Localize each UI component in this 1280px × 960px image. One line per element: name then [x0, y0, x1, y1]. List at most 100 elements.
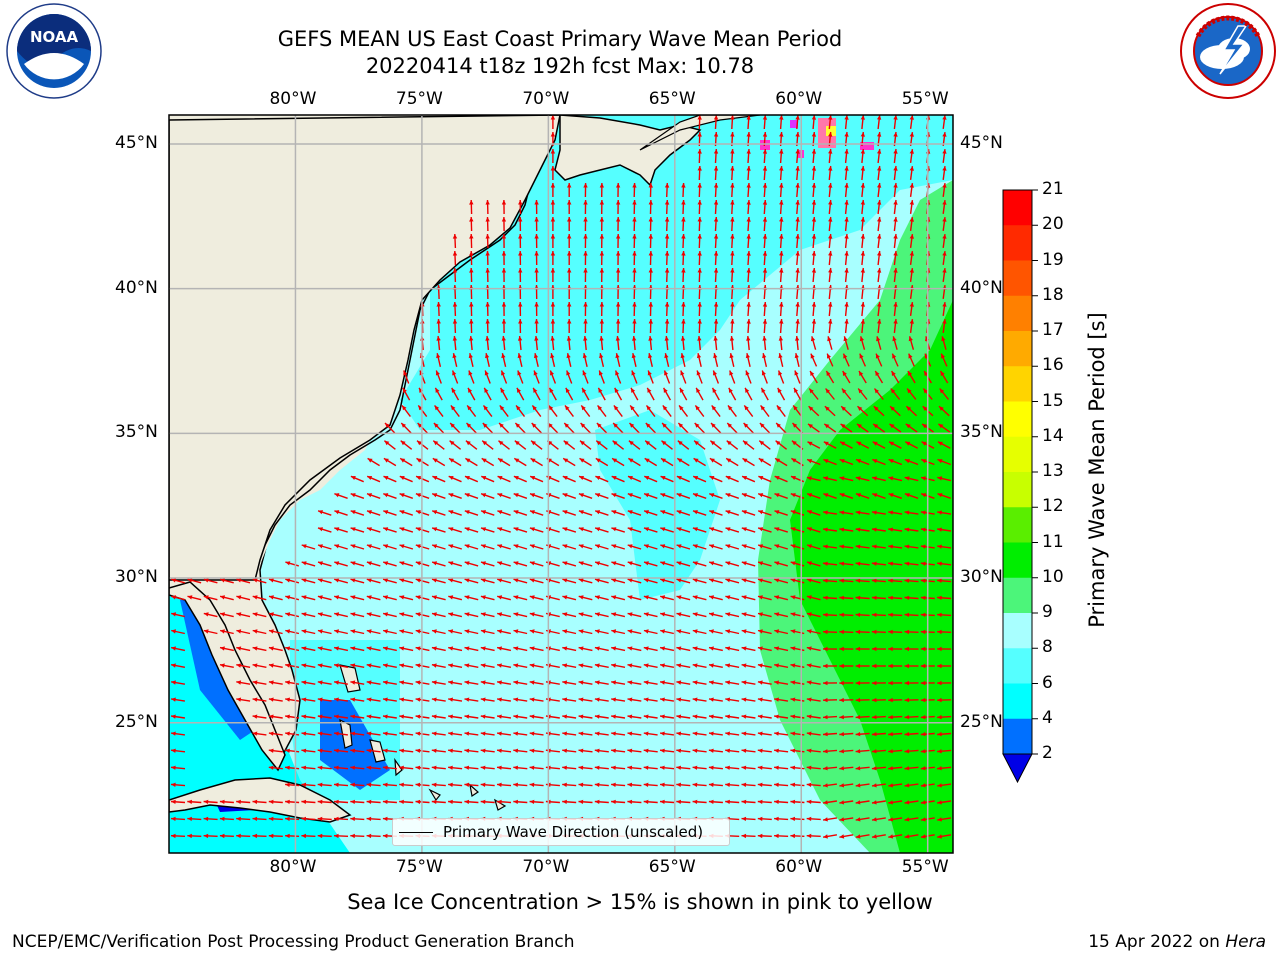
wave-direction-arrowhead: [612, 458, 618, 463]
lat-label-right: 25°N: [960, 711, 1003, 732]
wave-direction-arrowhead: [839, 527, 845, 532]
wave-direction-arrowhead: [399, 731, 404, 736]
wave-direction-arrowhead: [431, 782, 437, 787]
wave-direction-arrowhead: [725, 680, 731, 685]
wave-direction-arrowhead: [681, 268, 686, 273]
wave-direction-arrowhead: [578, 646, 584, 651]
wave-direction-arrowhead: [904, 663, 909, 669]
wave-direction-arrowhead: [465, 458, 471, 463]
wave-direction-arrowhead: [383, 714, 388, 719]
wave-direction-arrowhead: [942, 234, 947, 239]
wave-direction-arrowhead: [888, 629, 893, 635]
wave-direction-arrowhead: [730, 251, 735, 256]
colorbar-extend-triangle: [1002, 753, 1033, 784]
wave-direction-arrowhead: [350, 833, 355, 839]
wave-direction-arrowhead: [871, 629, 877, 635]
wave-direction-arrowhead: [448, 799, 453, 804]
wave-direction-arrowhead: [595, 458, 601, 463]
wave-direction-arrowhead: [790, 799, 796, 804]
wave-direction-arrowhead: [627, 799, 633, 804]
wave-direction-arrowhead: [643, 578, 649, 583]
wave-direction-arrowhead: [839, 595, 844, 600]
wave-direction-arrowhead: [599, 251, 604, 256]
wave-direction-arrowhead: [790, 510, 796, 515]
wave-direction-arrowhead: [823, 783, 828, 788]
wave-direction-arrowhead: [855, 766, 861, 771]
wave-direction-arrowhead: [334, 646, 339, 651]
lat-label-left: 40°N: [115, 277, 158, 298]
wave-direction-arrowhead: [518, 268, 523, 273]
wave-direction-arrowhead: [790, 612, 796, 617]
wave-direction-arrowhead: [806, 595, 812, 600]
wave-direction-arrowhead: [693, 493, 698, 498]
wave-direction-arrowhead: [611, 493, 617, 498]
wave-direction-arrowhead: [823, 646, 828, 652]
wave-direction-arrowhead: [746, 268, 751, 273]
wave-direction-arrowhead: [904, 544, 910, 549]
wave-direction-arrowhead: [301, 680, 307, 685]
wave-direction-arrowhead: [562, 731, 567, 736]
wave-direction-arrowhead: [844, 132, 849, 137]
wave-direction-arrowhead: [939, 406, 944, 411]
wave-direction-arrowhead: [236, 799, 241, 804]
wave-direction-arrowhead: [301, 731, 307, 736]
wave-direction-arrowhead: [582, 387, 587, 393]
wave-direction-arrowhead: [350, 629, 356, 634]
wave-direction-arrowhead: [794, 387, 799, 393]
wave-direction-arrowhead: [790, 561, 796, 566]
wave-direction-arrowhead: [741, 782, 747, 787]
wave-direction-arrowhead: [171, 663, 176, 668]
wave-direction-arrowhead: [823, 749, 828, 754]
wave-direction-arrowhead: [871, 663, 877, 669]
wave-direction-arrowhead: [627, 510, 633, 515]
wave-direction-arrowhead: [697, 302, 702, 307]
wave-direction-arrowhead: [419, 387, 424, 393]
wave-direction-arrowhead: [611, 527, 617, 532]
wave-direction-arrowhead: [937, 663, 942, 669]
wave-direction-arrowhead: [532, 405, 537, 411]
colorbar-tick-label: 14: [1042, 425, 1064, 446]
wave-direction-arrowhead: [676, 544, 682, 549]
wave-direction-arrowhead: [779, 200, 784, 205]
wave-direction-arrowhead: [567, 251, 572, 256]
wave-direction-arrowhead: [595, 595, 600, 600]
wave-direction-arrowhead: [566, 353, 571, 359]
wave-direction-arrowhead: [855, 595, 861, 600]
wave-direction-arrowhead: [828, 234, 833, 239]
wave-direction-arrowhead: [465, 476, 470, 480]
wave-direction-arrowhead: [730, 319, 735, 324]
wave-direction-arrowhead: [383, 731, 388, 736]
wave-direction-arrowhead: [938, 423, 944, 429]
wave-direction-arrowhead: [774, 527, 780, 532]
wave-direction-arrowhead: [839, 510, 845, 515]
wave-direction-arrowhead: [562, 663, 568, 668]
wave-direction-arrowhead: [515, 423, 521, 428]
wave-direction-arrowhead: [533, 387, 538, 393]
wave-direction-arrowhead: [855, 783, 861, 788]
wave-direction-arrowhead: [317, 833, 323, 839]
wave-direction-arrowhead: [268, 697, 274, 702]
wave-direction-arrowhead: [334, 527, 340, 532]
wave-direction-arrowhead: [681, 234, 686, 239]
wave-direction-arrowhead: [501, 336, 506, 341]
wave-direction-arrowhead: [562, 612, 568, 617]
wave-direction-arrowhead: [697, 336, 702, 341]
wave-direction-arrowhead: [317, 629, 323, 634]
wave-direction-arrowhead: [399, 680, 405, 685]
wave-direction-arrowhead: [627, 629, 633, 634]
wave-direction-arrowhead: [779, 302, 784, 307]
wave-direction-arrowhead: [464, 663, 470, 668]
wave-direction-arrowhead: [497, 765, 502, 770]
lon-label-top: 70°W: [522, 89, 570, 109]
wave-direction-arrowhead: [694, 423, 700, 428]
wave-direction-arrowhead: [757, 714, 763, 719]
wave-direction-arrowhead: [498, 458, 503, 463]
wave-direction-arrowhead: [219, 816, 225, 821]
wave-direction-arrowhead: [676, 663, 682, 668]
colorbar-swatch: [1003, 401, 1032, 438]
wave-direction-arrowhead: [730, 166, 735, 171]
wave-direction-arrowhead: [795, 302, 800, 307]
wave-direction-arrowhead: [382, 833, 388, 839]
wave-direction-arrowhead: [762, 234, 768, 239]
wave-direction-arrowhead: [855, 646, 861, 652]
